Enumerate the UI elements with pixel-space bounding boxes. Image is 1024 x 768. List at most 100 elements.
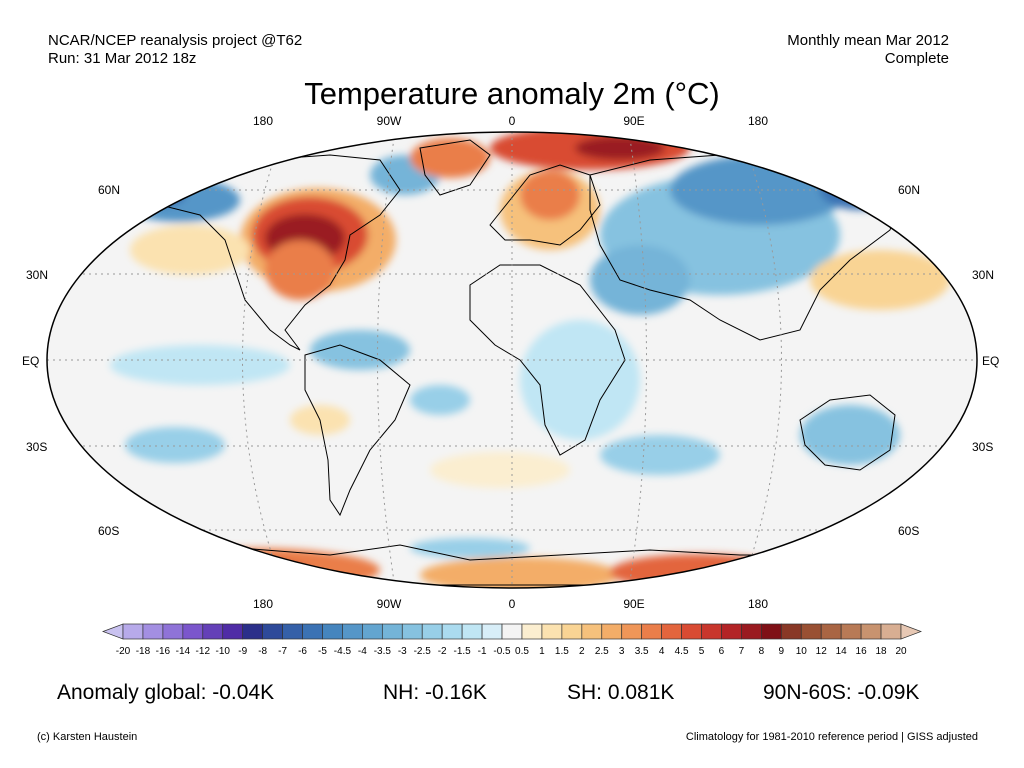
colorbar-box (461, 623, 483, 640)
colorbar-box (701, 623, 722, 640)
colorbar-box (202, 623, 224, 640)
colorbar-box (780, 623, 802, 640)
colorbar-box (501, 623, 523, 640)
colorbar-box (481, 623, 503, 640)
colorbar-tick-label: -10 (215, 646, 230, 657)
colorbar-tick-label: -14 (175, 646, 191, 657)
period-line-1: Monthly mean Mar 2012 (787, 32, 949, 49)
colorbar-box (860, 623, 882, 640)
stat-sh: SH: 0.081K (567, 681, 675, 704)
lon-label-bottom-180w: 180 (252, 597, 274, 611)
colorbar-tick-label: -12 (195, 646, 210, 657)
colorbar-box (820, 623, 842, 640)
colorbar-box (840, 623, 862, 640)
colorbar-box (342, 623, 363, 640)
lat-label-left-30n: 30N (26, 268, 49, 282)
colorbar-box (601, 623, 623, 640)
colorbar-box (362, 623, 383, 640)
colorbar-tick-label: 1.5 (554, 646, 569, 657)
source-line-2: Run: 31 Mar 2012 18z (48, 50, 197, 67)
colorbar-tick-label: 8 (758, 646, 765, 657)
colorbar-arrow-high (900, 623, 922, 640)
colorbar-tick-label: 3 (618, 646, 625, 657)
stat-nh: NH: -0.16K (383, 681, 487, 704)
colorbar-box (621, 623, 643, 640)
lon-label-top-0: 0 (508, 114, 516, 128)
colorbar-tick-label: -2 (437, 646, 447, 657)
colorbar-tick-label: -18 (135, 646, 151, 657)
lat-label-right-30n: 30N (972, 268, 995, 282)
globe-border (46, 131, 978, 589)
colorbar-box (880, 623, 902, 640)
colorbar-box (761, 623, 782, 640)
colorbar-tick-label: 2.5 (594, 646, 609, 657)
lat-label-right-60n: 60N (898, 183, 921, 197)
footer-note: Climatology for 1981-2010 reference peri… (685, 731, 978, 743)
colorbar-box (222, 623, 244, 640)
colorbar-box (401, 623, 423, 640)
footer-credit: (c) Karsten Haustein (37, 731, 138, 743)
colorbar-tick-label: -20 (115, 646, 131, 657)
colorbar-tick-label: 4 (658, 646, 665, 657)
lon-label-top-180e: 180 (747, 114, 769, 128)
lon-label-bottom-90w: 90W (376, 597, 402, 611)
lon-label-top-90e: 90E (623, 114, 645, 128)
colorbar-box (421, 623, 443, 640)
colorbar-tick-label: 5 (698, 646, 705, 657)
stat-polar: 90N-60S: -0.09K (763, 681, 920, 704)
colorbar-box (681, 623, 702, 640)
colorbar-tick-label: -1.5 (453, 646, 471, 657)
lon-label-top-90w: 90W (376, 114, 402, 128)
lat-label-left-eq: EQ (22, 354, 40, 368)
colorbar-box (182, 623, 204, 640)
colorbar-tick-label: 12 (815, 646, 827, 657)
colorbar-tick-label: -16 (155, 646, 171, 657)
lat-label-left-60s: 60S (98, 524, 120, 538)
colorbar-box (561, 623, 583, 640)
colorbar-tick-label: 3.5 (634, 646, 649, 657)
colorbar-tick-label: 1 (539, 646, 545, 657)
colorbar-box (282, 623, 303, 640)
colorbar-box (441, 623, 463, 640)
colorbar-tick-label: -7 (278, 646, 288, 657)
colorbar-tick-label: -4 (357, 646, 367, 657)
colorbar-box (322, 623, 343, 640)
source-line-1: NCAR/NCEP reanalysis project @T62 (48, 32, 303, 49)
colorbar-box (541, 623, 563, 640)
colorbar-tick-label: 0.5 (515, 646, 529, 657)
colorbar-tick-label: 9 (778, 646, 785, 657)
lon-label-bottom-90e: 90E (623, 597, 645, 611)
lon-label-bottom-0: 0 (508, 597, 516, 611)
colorbar-tick-label: 20 (895, 646, 907, 657)
stat-global: Anomaly global: -0.04K (57, 681, 275, 704)
lat-label-left-60n: 60N (98, 183, 121, 197)
colorbar-tick-label: 18 (875, 646, 887, 657)
colorbar-box (242, 623, 263, 640)
lat-label-right-30s: 30S (972, 440, 994, 454)
colorbar-box (661, 623, 682, 640)
map-title: Temperature anomaly 2m (°C) (304, 76, 720, 111)
colorbar-tick-label: -6 (298, 646, 307, 657)
colorbar-box (741, 623, 762, 640)
colorbar-tick-label: 16 (855, 646, 867, 657)
colorbar-box (262, 623, 283, 640)
lon-label-top-180w: 180 (252, 114, 274, 128)
lat-label-left-30s: 30S (26, 440, 48, 454)
colorbar-tick-label: 4.5 (674, 646, 689, 657)
colorbar-tick-label: -3.5 (373, 646, 391, 657)
colorbar-box (521, 623, 543, 640)
colorbar-tick-label: -5 (318, 646, 327, 657)
period-line-2: Complete (884, 50, 949, 67)
colorbar-box (800, 623, 822, 640)
colorbar-tick-label: -2.5 (413, 646, 431, 657)
colorbar-box (122, 623, 144, 640)
lon-label-bottom-180e: 180 (747, 597, 769, 611)
colorbar-tick-label: -1 (477, 646, 487, 657)
colorbar-box (641, 623, 662, 640)
colorbar-tick-label: -9 (238, 646, 248, 657)
colorbar-box (721, 623, 742, 640)
colorbar-tick-label: 10 (795, 646, 807, 657)
colorbar-tick-label: -4.5 (333, 646, 352, 657)
